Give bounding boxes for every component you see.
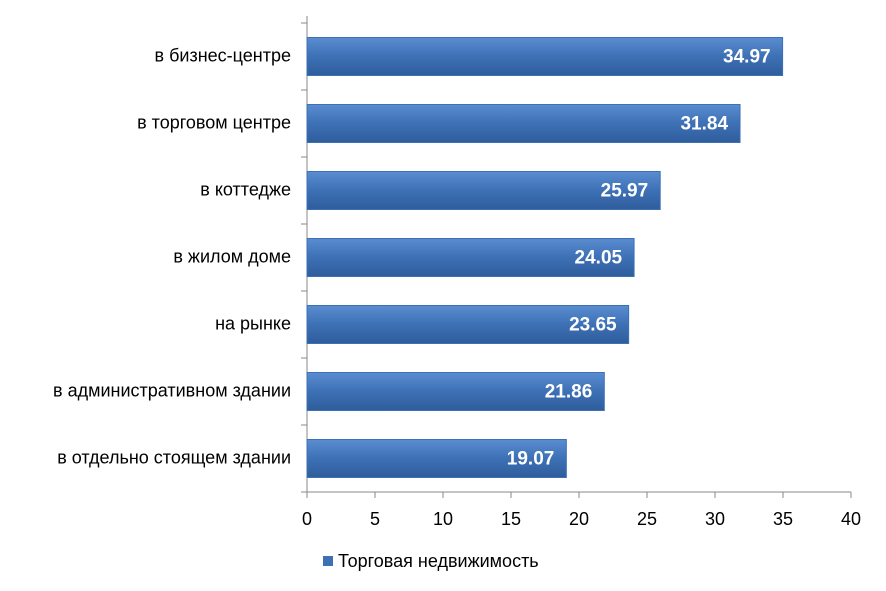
y-tick-label: в административном здании (53, 380, 291, 400)
data-label: 25.97 (601, 181, 649, 202)
data-label: 21.86 (545, 382, 593, 403)
bar (306, 37, 784, 76)
y-tick-label: на рынке (215, 313, 291, 333)
data-label: 23.65 (569, 315, 617, 336)
legend-label: Торговая недвижимость (338, 551, 539, 571)
bar (306, 238, 635, 277)
bar (306, 171, 661, 210)
data-label: 31.84 (680, 114, 728, 135)
x-tick-label: 10 (433, 509, 453, 529)
x-tick-label: 15 (501, 509, 521, 529)
x-tick-label: 40 (841, 509, 861, 529)
data-label: 24.05 (575, 248, 623, 269)
legend-swatch (323, 556, 333, 566)
bar (306, 372, 605, 411)
x-tick-label: 20 (569, 509, 589, 529)
y-tick-label: в коттедже (200, 179, 291, 199)
x-tick-label: 35 (773, 509, 793, 529)
data-label: 34.97 (723, 47, 771, 68)
bar (306, 305, 630, 344)
y-tick-label: в жилом доме (173, 246, 291, 266)
y-tick-label: в отдельно стоящем здании (57, 447, 291, 467)
y-tick-label: в торговом центре (137, 112, 291, 132)
x-tick-label: 5 (370, 509, 380, 529)
x-tick-label: 25 (637, 509, 657, 529)
y-tick-label: в бизнес-центре (155, 45, 291, 65)
x-tick-label: 0 (302, 509, 312, 529)
bar (306, 104, 741, 143)
bar (306, 439, 567, 478)
data-label: 19.07 (507, 449, 555, 470)
x-tick-label: 30 (705, 509, 725, 529)
